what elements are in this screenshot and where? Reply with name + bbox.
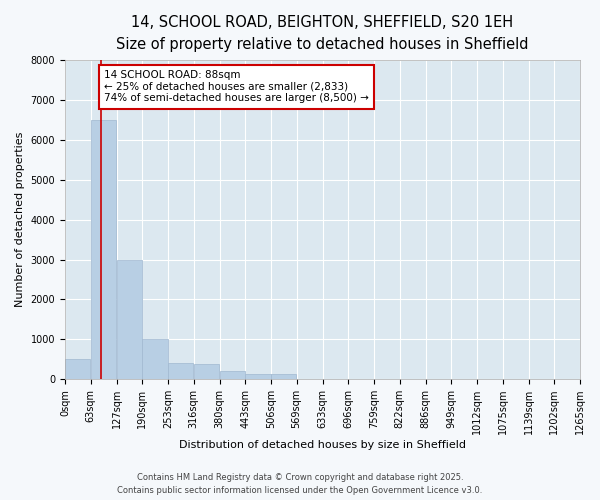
Text: Contains HM Land Registry data © Crown copyright and database right 2025.
Contai: Contains HM Land Registry data © Crown c…: [118, 474, 482, 495]
Text: 14 SCHOOL ROAD: 88sqm
← 25% of detached houses are smaller (2,833)
74% of semi-d: 14 SCHOOL ROAD: 88sqm ← 25% of detached …: [104, 70, 369, 104]
Bar: [194, 364, 219, 379]
Bar: [91, 120, 116, 379]
X-axis label: Distribution of detached houses by size in Sheffield: Distribution of detached houses by size …: [179, 440, 466, 450]
Bar: [245, 374, 271, 379]
Bar: [220, 371, 245, 379]
Bar: [168, 364, 193, 379]
Bar: [271, 374, 296, 379]
Title: 14, SCHOOL ROAD, BEIGHTON, SHEFFIELD, S20 1EH
Size of property relative to detac: 14, SCHOOL ROAD, BEIGHTON, SHEFFIELD, S2…: [116, 15, 529, 52]
Bar: [142, 340, 168, 379]
Bar: [117, 260, 142, 379]
Y-axis label: Number of detached properties: Number of detached properties: [15, 132, 25, 308]
Bar: [65, 360, 91, 379]
